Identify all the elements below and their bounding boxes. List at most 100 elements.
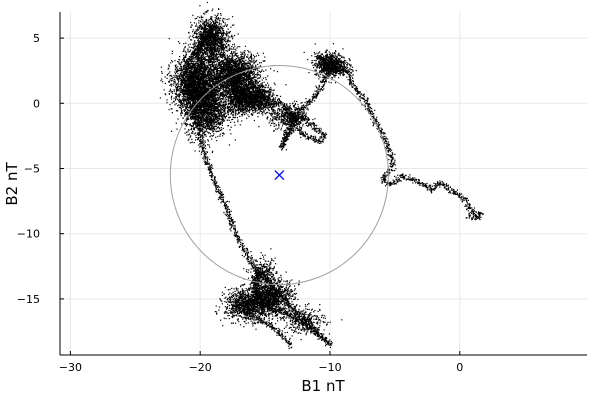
data-point xyxy=(474,215,476,218)
data-point xyxy=(327,343,329,345)
data-point xyxy=(250,83,252,85)
data-point xyxy=(289,127,291,130)
data-point xyxy=(220,197,222,199)
data-point xyxy=(279,329,281,331)
data-point xyxy=(367,98,369,100)
data-point xyxy=(318,85,320,87)
data-point xyxy=(283,140,285,142)
data-point xyxy=(349,79,351,81)
data-point xyxy=(284,139,286,141)
data-point xyxy=(219,198,221,200)
data-point xyxy=(252,282,254,284)
data-point xyxy=(329,343,331,345)
data-point xyxy=(313,141,315,143)
data-point xyxy=(306,120,308,122)
data-point xyxy=(204,158,207,160)
data-point xyxy=(395,176,397,178)
data-point xyxy=(230,219,232,221)
data-point xyxy=(293,315,295,317)
data-point xyxy=(237,236,239,238)
data-point xyxy=(318,60,320,62)
data-point xyxy=(459,196,461,198)
data-point xyxy=(316,335,318,337)
data-point xyxy=(238,238,240,240)
data-point xyxy=(231,52,233,54)
data-point xyxy=(248,263,250,265)
data-point xyxy=(286,135,288,137)
data-point xyxy=(350,81,352,83)
data-point xyxy=(228,221,231,223)
data-point xyxy=(379,130,382,132)
data-point xyxy=(284,335,287,337)
data-point xyxy=(392,170,394,172)
data-point xyxy=(344,70,346,72)
data-point xyxy=(194,40,196,42)
data-point xyxy=(289,305,291,307)
data-point xyxy=(316,330,318,332)
data-point xyxy=(235,233,237,235)
data-point xyxy=(310,100,312,102)
data-point xyxy=(271,324,273,326)
data-point xyxy=(322,141,324,143)
data-point xyxy=(300,107,302,109)
data-point xyxy=(463,199,465,201)
data-point xyxy=(402,174,404,176)
data-point xyxy=(184,60,186,62)
data-point xyxy=(272,103,274,105)
data-point xyxy=(318,334,320,336)
data-point xyxy=(229,216,231,218)
data-point xyxy=(416,181,418,183)
data-point xyxy=(462,197,464,199)
data-point xyxy=(258,277,260,279)
data-point xyxy=(384,175,386,177)
data-point xyxy=(287,340,289,342)
data-point xyxy=(480,216,482,218)
data-point xyxy=(316,54,319,56)
data-point xyxy=(227,215,229,218)
data-point xyxy=(391,156,393,158)
data-point xyxy=(320,58,322,60)
data-point xyxy=(228,211,230,213)
data-point xyxy=(225,44,227,46)
data-point xyxy=(401,176,403,179)
data-point xyxy=(312,97,315,99)
data-point xyxy=(226,210,228,212)
data-point xyxy=(284,107,286,109)
data-point xyxy=(202,144,204,146)
data-point xyxy=(215,185,217,187)
data-point xyxy=(288,345,290,347)
data-point xyxy=(420,182,422,185)
data-point xyxy=(205,53,207,55)
data-point xyxy=(381,132,383,135)
data-point xyxy=(208,164,210,166)
data-point xyxy=(447,186,449,188)
data-point xyxy=(214,22,216,25)
data-point xyxy=(240,306,242,308)
data-point xyxy=(329,75,331,77)
data-point xyxy=(214,179,216,181)
data-point xyxy=(297,128,299,130)
data-point xyxy=(390,184,392,186)
data-point xyxy=(390,182,392,184)
data-point xyxy=(388,143,390,146)
data-point xyxy=(470,207,472,209)
data-point xyxy=(234,235,236,237)
data-point xyxy=(227,208,229,210)
data-point xyxy=(237,33,239,35)
data-point xyxy=(288,347,290,349)
data-point xyxy=(215,191,217,193)
data-point xyxy=(199,24,202,26)
data-point xyxy=(215,48,217,50)
data-point xyxy=(191,57,193,59)
data-point xyxy=(214,181,216,183)
data-point xyxy=(189,67,191,69)
data-point xyxy=(478,216,480,219)
data-point xyxy=(221,38,223,40)
data-point xyxy=(215,39,217,41)
data-point xyxy=(313,126,315,128)
data-point xyxy=(313,327,315,329)
data-point xyxy=(221,201,223,203)
data-point xyxy=(384,139,386,141)
data-point xyxy=(275,291,277,293)
data-point xyxy=(209,19,211,21)
